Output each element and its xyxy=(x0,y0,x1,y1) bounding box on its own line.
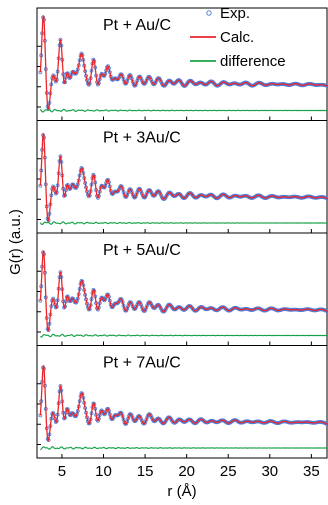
exp-point xyxy=(102,412,107,417)
legend-item-difference: difference xyxy=(190,53,286,70)
series-calc xyxy=(39,364,328,442)
panel-4: Pt + 7Au/C xyxy=(36,345,328,459)
series-difference xyxy=(40,446,328,451)
x-axis: 5 10 15 20 25 30 35 xyxy=(58,463,320,480)
series-difference xyxy=(39,108,328,113)
series-calc xyxy=(39,132,328,222)
x-tick-label: 30 xyxy=(261,463,278,480)
legend-label: Calc. xyxy=(220,29,254,46)
panel-2: Pt + 3Au/C xyxy=(36,120,328,234)
series-difference xyxy=(39,221,328,226)
panel-frame xyxy=(36,232,328,346)
legend-item-exp: Exp. xyxy=(206,5,250,22)
series-exp xyxy=(38,250,328,332)
exp-point xyxy=(143,194,148,199)
x-tick-label: 15 xyxy=(137,463,154,480)
legend-label: Exp. xyxy=(220,5,250,22)
x-tick-label: 10 xyxy=(95,463,112,480)
series-exp xyxy=(38,133,328,223)
exp-point xyxy=(110,192,115,196)
x-tick-label: 35 xyxy=(303,463,320,480)
y-axis-label: G(r) (a.u.) xyxy=(7,209,24,275)
exp-point xyxy=(106,406,110,411)
legend-item-calc: Calc. xyxy=(190,29,254,46)
exp-point xyxy=(96,418,100,423)
exp-point xyxy=(143,80,148,85)
legend: Exp. Calc. difference xyxy=(190,5,286,70)
x-tick-label: 25 xyxy=(220,463,237,480)
series-calc xyxy=(39,14,328,111)
legend-label: difference xyxy=(220,53,286,70)
exp-point xyxy=(153,80,158,85)
x-axis-label: r (Å) xyxy=(167,483,196,500)
panel-label: Pt + 5Au/C xyxy=(103,242,181,259)
exp-point xyxy=(106,64,110,68)
panel-1: Pt + Au/C xyxy=(36,7,328,121)
exp-point xyxy=(51,410,56,415)
panel-label: Pt + Au/C xyxy=(103,17,171,34)
series-exp xyxy=(38,365,328,442)
exp-point xyxy=(86,194,91,199)
panel-frame xyxy=(36,345,328,459)
exp-point xyxy=(149,189,153,194)
exp-point xyxy=(118,296,123,301)
exp-point xyxy=(128,73,132,77)
panels-group: Pt + Au/C Pt + 3Au/C Pt + 5Au/C Pt + 7Au/C xyxy=(36,7,328,459)
panel-label: Pt + 7Au/C xyxy=(103,355,181,372)
exp-point xyxy=(96,195,100,200)
series-difference xyxy=(39,333,328,338)
legend-marker xyxy=(206,10,212,16)
exp-point xyxy=(147,74,152,79)
exp-point xyxy=(53,79,58,84)
panel-label: Pt + 3Au/C xyxy=(103,130,181,147)
x-tick-label: 20 xyxy=(178,463,195,480)
series-calc xyxy=(39,250,328,332)
panel-3: Pt + 5Au/C xyxy=(36,232,328,346)
x-tick-label: 5 xyxy=(58,463,66,480)
exp-point xyxy=(51,296,56,301)
exp-point xyxy=(158,77,163,82)
